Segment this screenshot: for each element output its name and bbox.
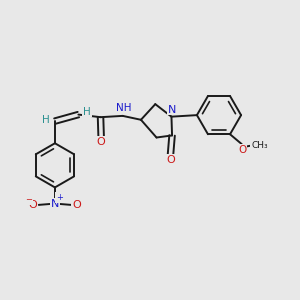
- Text: O: O: [29, 200, 38, 210]
- Text: +: +: [56, 193, 63, 202]
- Text: O: O: [166, 155, 175, 165]
- Text: −: −: [26, 195, 32, 204]
- Text: N: N: [51, 199, 59, 208]
- Text: H: H: [83, 106, 91, 116]
- Text: O: O: [97, 137, 106, 147]
- Text: N: N: [168, 105, 176, 115]
- Text: O: O: [238, 145, 247, 155]
- Text: H: H: [43, 116, 50, 125]
- Text: O: O: [72, 200, 81, 210]
- Text: NH: NH: [116, 103, 131, 113]
- Text: CH₃: CH₃: [251, 141, 268, 150]
